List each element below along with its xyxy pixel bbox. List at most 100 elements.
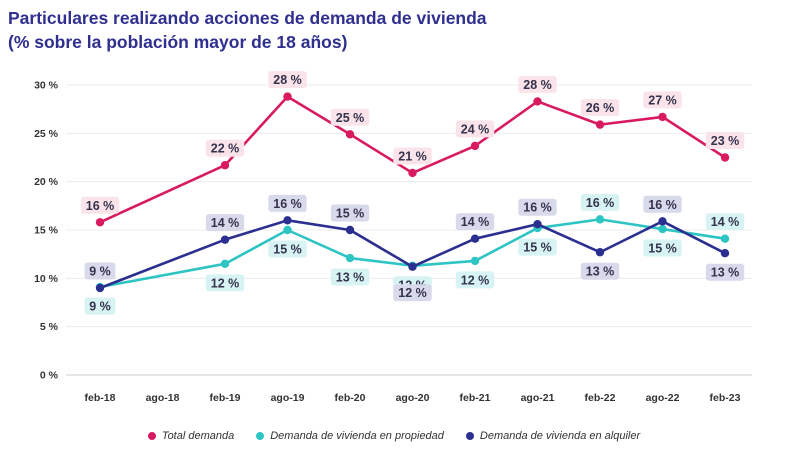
- data-point: [345, 253, 355, 263]
- data-label-bg: [330, 108, 370, 126]
- data-point: [220, 161, 230, 170]
- data-label-bg: [518, 75, 557, 93]
- x-axis: feb-18 ago-18 feb-19 ago-19 feb-20 ago-20 feb-…: [85, 392, 741, 404]
- data-label: 15 %: [523, 241, 552, 255]
- data-label-bg: [455, 120, 495, 138]
- data-point: [345, 225, 355, 235]
- data-point: [658, 112, 667, 122]
- y-tick-label: 15 %: [34, 225, 59, 237]
- data-label-bg: [580, 262, 620, 280]
- y-tick-label: 25 %: [34, 128, 59, 140]
- data-point: [595, 215, 605, 224]
- legend-label: Total demanda: [161, 430, 235, 442]
- data-labels: 16 % 22 % 28 % 25 % 21 % 24 % 28 % 26 % 27 % 23 %…: [80, 71, 745, 315]
- x-tick-label: ago-22: [646, 392, 680, 404]
- data-label: 16 %: [586, 196, 615, 210]
- data-point: [408, 168, 417, 178]
- data-label-bg: [205, 214, 245, 232]
- legend-label: Demanda de vivienda en alquiler: [479, 430, 641, 442]
- series-line: [99, 219, 726, 290]
- data-label-bg: [455, 213, 495, 231]
- data-label: 16 %: [648, 198, 677, 212]
- data-point: [595, 248, 605, 257]
- x-tick-label: feb-18: [85, 392, 116, 404]
- data-label: 16 %: [86, 199, 115, 213]
- data-label-bg: [455, 271, 495, 289]
- data-label: 16 %: [523, 201, 552, 215]
- data-label: 14 %: [461, 215, 490, 229]
- data-label-bg: [330, 268, 370, 286]
- x-tick-label: feb-21: [460, 392, 491, 404]
- data-point: [283, 225, 292, 235]
- data-label-bg: [643, 195, 682, 213]
- data-label: 13 %: [336, 271, 365, 285]
- gridlines: [66, 84, 752, 376]
- data-label-bg: [205, 139, 245, 157]
- data-label-bg: [205, 274, 245, 292]
- data-point: [283, 92, 292, 101]
- legend-item: Demanda de vivienda en alquiler: [465, 430, 641, 442]
- data-label: 12 %: [398, 286, 427, 300]
- data-label-bg: [268, 194, 307, 212]
- data-label-bg: [268, 71, 307, 89]
- data-label: 13 %: [711, 266, 740, 280]
- data-point: [720, 234, 730, 243]
- line-chart: 0 %5 %10 %15 %20 %25 %30 % feb-18 ago-18 f…: [34, 71, 752, 404]
- x-tick-label: ago-21: [521, 392, 555, 404]
- data-point: [470, 234, 480, 243]
- data-point: [95, 218, 105, 227]
- data-label-bg: [643, 91, 682, 109]
- series-line: [99, 95, 726, 224]
- chart-title: Particulares realizando acciones de dema…: [8, 6, 487, 54]
- data-point: [470, 256, 480, 266]
- data-label: 9 %: [89, 265, 111, 279]
- data-label-bg: [705, 213, 745, 231]
- legend-marker: [147, 432, 156, 440]
- data-label: 15 %: [336, 207, 365, 221]
- data-label: 15 %: [648, 242, 677, 256]
- y-tick-label: 10 %: [34, 273, 59, 285]
- data-point: [408, 262, 417, 271]
- y-tick-label: 5 %: [40, 321, 59, 333]
- data-label-bg: [643, 239, 682, 257]
- data-label: 24 %: [461, 122, 490, 136]
- data-label-bg: [393, 147, 432, 165]
- x-tick-label: ago-20: [396, 392, 430, 404]
- data-label: 9 %: [89, 300, 111, 314]
- data-point: [720, 153, 730, 162]
- data-label: 16 %: [273, 197, 302, 211]
- data-label: 14 %: [711, 215, 740, 229]
- data-label: 28 %: [523, 78, 552, 92]
- x-tick-label: ago-18: [146, 392, 180, 404]
- data-label-bg: [580, 99, 620, 117]
- data-label: 27 %: [648, 93, 677, 107]
- data-label-bg: [330, 204, 370, 222]
- data-label: 13 %: [586, 265, 615, 279]
- legend-item: Demanda de vivienda en propiedad: [256, 430, 444, 442]
- legend-marker: [465, 432, 474, 440]
- y-tick-label: 20 %: [34, 176, 59, 188]
- data-label-bg: [580, 193, 620, 211]
- series-line: [99, 218, 726, 289]
- data-label: 23 %: [711, 134, 740, 148]
- data-label: 14 %: [211, 216, 240, 230]
- series-lines: [95, 92, 730, 293]
- data-label: 21 %: [398, 149, 427, 163]
- chart-title-line: Particulares realizando acciones de dema…: [8, 8, 487, 28]
- data-label-bg: [705, 132, 745, 149]
- data-point: [658, 217, 667, 226]
- data-label-bg: [80, 196, 120, 214]
- data-label: 22 %: [211, 142, 240, 156]
- data-label: 12 %: [461, 273, 490, 287]
- data-label-bg: [84, 262, 116, 280]
- data-point: [533, 220, 542, 229]
- y-axis: 0 % 5 % 10 % 15 % 20 % 25 % 30 %: [34, 80, 59, 382]
- legend: Total demanda Demanda de vivienda en prop…: [0, 430, 788, 442]
- data-point: [533, 97, 542, 106]
- x-tick-label: ago-19: [271, 392, 305, 404]
- data-point: [283, 216, 292, 225]
- x-tick-label: feb-22: [585, 392, 616, 404]
- data-label: 12 %: [211, 276, 240, 290]
- data-point: [658, 224, 667, 234]
- data-point: [470, 141, 480, 151]
